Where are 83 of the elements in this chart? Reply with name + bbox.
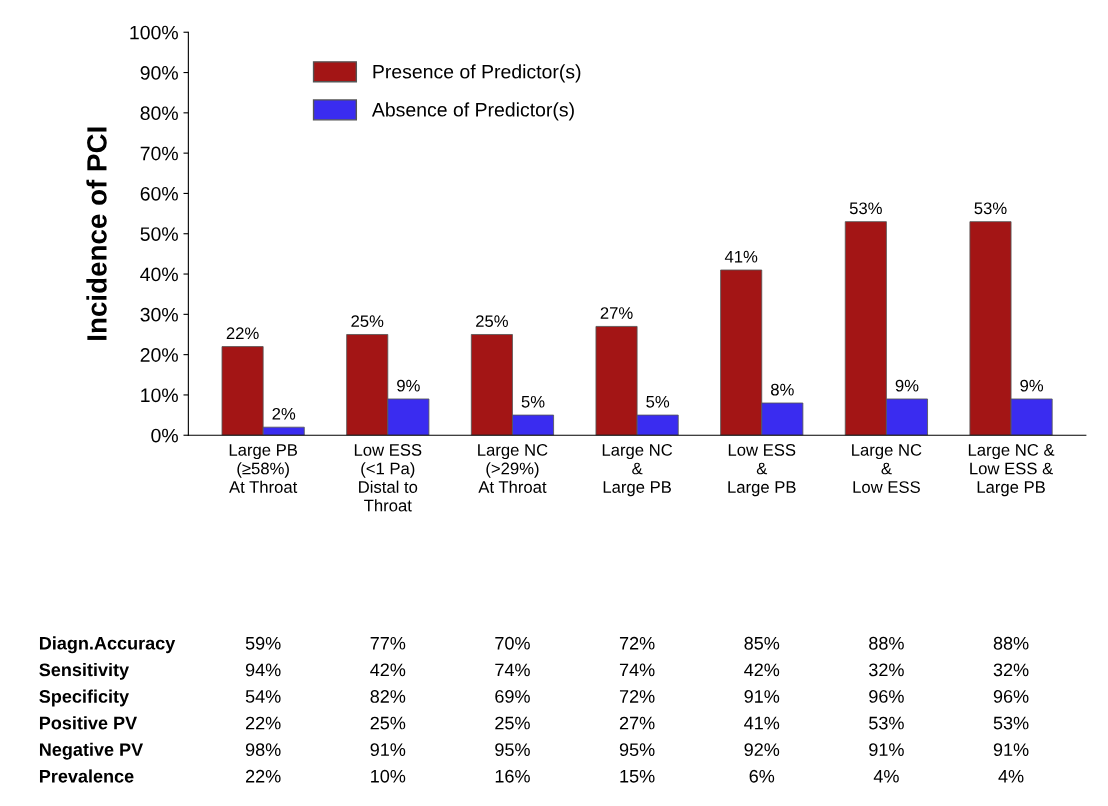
x-tick-label: Large NC (>29%) At Throat	[478, 444, 548, 493]
text: 10%	[371, 769, 406, 783]
text: 53%	[869, 716, 904, 730]
text: 74%	[619, 663, 655, 677]
text: 72%	[619, 636, 655, 650]
data-label: 8%	[771, 383, 794, 396]
x-tick-label: Large NC & Low ESS	[852, 444, 922, 493]
text: 54%	[245, 690, 281, 703]
text: 42%	[744, 663, 780, 677]
y-tick-label: 30%	[140, 307, 178, 322]
x-tick-label: Large PB (≥58%) At Throat	[229, 444, 298, 493]
x-tick-label: Large NC & Large PB	[602, 444, 673, 497]
text: 69%	[495, 690, 530, 703]
text: Sensitivity	[39, 662, 129, 680]
y-tick-label: 10%	[141, 388, 178, 403]
y-tick-label: 50%	[140, 227, 178, 241]
data-label: 9%	[1020, 379, 1044, 392]
y-tick-label: 80%	[140, 106, 178, 121]
text: 4%	[873, 769, 899, 783]
text: 82%	[370, 690, 406, 703]
text: 25%	[370, 716, 406, 730]
y-tick-label: 0%	[151, 428, 178, 443]
legend-label: Presence of Predictor(s)	[373, 64, 581, 83]
text: Prevalence	[39, 769, 134, 783]
data-label: 5%	[521, 395, 545, 408]
x-tick-label: Low ESS & Large PB	[728, 444, 796, 497]
text: 15%	[620, 769, 655, 783]
y-tick-label: 20%	[140, 348, 178, 362]
text: Specificity	[39, 689, 129, 707]
text: Positive PV	[39, 716, 137, 730]
data-label: 5%	[646, 395, 670, 408]
x-tick-label: Low ESS (<1 Pa) Distal to Throat	[354, 444, 422, 512]
data-label: 2%	[272, 407, 296, 420]
data-label: 53%	[849, 202, 882, 215]
data-label: 53%	[974, 202, 1007, 215]
text: 74%	[495, 663, 530, 677]
text: 22%	[245, 769, 281, 783]
text: Negative PV	[39, 742, 144, 760]
text: 91%	[370, 743, 406, 757]
text: 85%	[744, 636, 780, 650]
data-label: 25%	[476, 315, 508, 328]
text: 98%	[245, 743, 281, 757]
y-tick-label: 90%	[140, 66, 178, 80]
text: 22%	[245, 716, 281, 730]
y-axis-title: Incidence of PCI	[86, 127, 107, 340]
text: 95%	[495, 743, 530, 757]
text: 96%	[993, 690, 1029, 703]
text: Diagn.Accuracy	[39, 636, 176, 654]
text: 59%	[245, 636, 281, 650]
text: 70%	[495, 636, 530, 650]
data-label: 9%	[895, 379, 919, 392]
text: 91%	[869, 743, 904, 757]
data-label: 9%	[397, 379, 420, 392]
text: 16%	[495, 769, 530, 783]
y-tick-label: 70%	[140, 146, 178, 161]
text: 72%	[619, 690, 655, 703]
text: 41%	[744, 716, 780, 730]
legend-label: Absence of Predictor(s)	[371, 102, 574, 121]
y-tick-label: 60%	[140, 186, 178, 201]
text: 42%	[370, 663, 406, 677]
text: 88%	[869, 636, 904, 650]
data-label: 22%	[226, 327, 259, 340]
data-label: 41%	[724, 250, 758, 263]
text: 6%	[749, 769, 775, 783]
text: 92%	[744, 743, 780, 757]
data-label: 25%	[351, 315, 384, 328]
text: 53%	[993, 716, 1029, 730]
data-label: 27%	[600, 307, 633, 319]
x-tick-label: Large NC & Low ESS & Large PB	[968, 444, 1055, 497]
text: 96%	[869, 690, 904, 703]
y-tick-label: 100%	[130, 25, 178, 40]
text: 88%	[993, 636, 1029, 650]
text: 27%	[619, 716, 655, 730]
text: 25%	[495, 716, 530, 730]
text: 32%	[869, 663, 904, 677]
y-tick-label: 40%	[140, 267, 178, 282]
text: 91%	[993, 743, 1029, 757]
text: 95%	[619, 743, 655, 757]
text: 94%	[245, 663, 281, 677]
text: 4%	[998, 769, 1024, 783]
text: 77%	[370, 636, 406, 650]
text: 91%	[744, 690, 780, 703]
text: 32%	[993, 663, 1029, 677]
